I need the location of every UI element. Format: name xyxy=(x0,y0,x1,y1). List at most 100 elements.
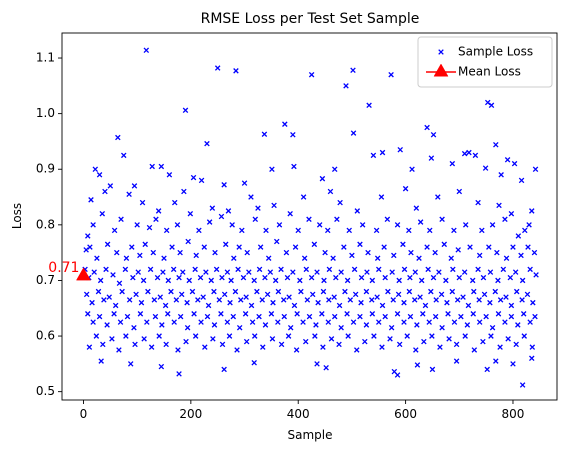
sample-loss-point xyxy=(88,197,94,203)
sample-loss-point xyxy=(117,319,124,325)
sample-loss-point xyxy=(456,188,463,195)
sample-loss-point xyxy=(396,277,402,284)
sample-loss-point xyxy=(210,336,216,342)
sample-loss-point xyxy=(481,291,488,298)
sample-loss-point xyxy=(227,299,233,306)
sample-loss-point xyxy=(192,333,199,339)
sample-loss-point xyxy=(211,288,217,295)
sample-loss-point xyxy=(414,362,421,368)
sample-loss-point xyxy=(243,294,249,300)
sample-loss-point xyxy=(471,347,478,353)
sample-loss-point xyxy=(385,288,391,295)
sample-loss-point xyxy=(397,147,403,153)
sample-loss-point xyxy=(418,277,425,284)
sample-loss-point xyxy=(281,313,288,320)
sample-loss-point xyxy=(127,361,134,367)
sample-loss-point xyxy=(242,311,249,317)
sample-loss-point xyxy=(236,324,243,331)
sample-loss-point xyxy=(358,299,364,306)
sample-loss-point xyxy=(467,244,473,250)
sample-loss-point xyxy=(186,277,192,284)
sample-loss-point xyxy=(379,302,386,309)
sample-loss-point xyxy=(269,336,276,342)
sample-loss-point xyxy=(532,313,538,320)
sample-loss-point xyxy=(425,266,431,273)
sample-loss-point xyxy=(336,341,342,348)
sample-loss-point xyxy=(465,302,472,309)
sample-loss-point xyxy=(278,266,284,273)
sample-loss-point xyxy=(493,142,499,148)
sample-loss-point xyxy=(420,311,426,317)
sample-loss-point xyxy=(483,313,489,320)
sample-loss-point xyxy=(240,274,247,281)
sample-loss-point xyxy=(304,297,311,303)
sample-loss-point xyxy=(365,249,371,256)
sample-loss-point xyxy=(489,324,496,331)
sample-loss-point xyxy=(497,344,503,350)
sample-loss-point xyxy=(441,241,448,248)
sample-loss-point xyxy=(387,336,393,342)
sample-loss-point xyxy=(427,227,433,234)
mean-loss-layer: 0.71 xyxy=(48,260,91,281)
sample-loss-point xyxy=(251,277,257,284)
sample-loss-point xyxy=(201,244,208,250)
sample-loss-point xyxy=(401,299,407,306)
sample-loss-point xyxy=(352,291,359,298)
sample-loss-point xyxy=(461,150,468,157)
sample-loss-point xyxy=(312,333,318,339)
sample-loss-point xyxy=(156,333,162,339)
sample-loss-point xyxy=(222,241,229,248)
sample-loss-point xyxy=(200,294,206,300)
sample-loss-point xyxy=(149,163,155,170)
sample-loss-point xyxy=(388,324,395,331)
sample-loss-point xyxy=(178,291,185,298)
sample-loss-point xyxy=(183,338,189,345)
mean-loss-marker xyxy=(76,267,91,281)
sample-loss-point xyxy=(254,288,260,295)
sample-loss-point xyxy=(131,324,137,331)
sample-loss-point xyxy=(357,313,363,320)
sample-loss-point xyxy=(487,299,493,306)
sample-loss-point xyxy=(527,319,533,325)
sample-loss-point xyxy=(251,333,258,339)
sample-loss-point xyxy=(437,344,443,350)
sample-loss-point xyxy=(424,124,430,131)
sample-loss-point xyxy=(336,302,343,309)
sample-loss-point xyxy=(297,277,303,284)
sample-loss-point xyxy=(208,277,215,284)
sample-loss-point xyxy=(344,277,351,284)
sample-loss-point xyxy=(291,163,297,170)
sample-loss-point xyxy=(363,288,370,295)
sample-loss-point xyxy=(218,311,224,317)
sample-loss-point xyxy=(257,244,264,250)
sample-loss-point xyxy=(328,336,335,342)
sample-loss-point xyxy=(354,208,361,214)
sample-loss-point xyxy=(165,277,172,284)
sample-loss-point xyxy=(466,149,472,156)
sample-loss-point xyxy=(226,333,233,339)
sample-loss-point xyxy=(229,222,235,228)
sample-loss-point xyxy=(166,172,173,178)
sample-loss-point xyxy=(408,249,414,256)
sample-loss-point xyxy=(351,266,358,273)
sample-loss-point xyxy=(395,291,402,298)
sample-loss-point xyxy=(91,269,97,275)
sample-loss-point xyxy=(394,222,401,228)
sample-loss-point xyxy=(510,244,516,250)
sample-loss-point xyxy=(331,294,337,300)
sample-loss-point xyxy=(363,322,370,328)
x-axis: 0 200 400 600 800 xyxy=(80,400,524,421)
sample-loss-point xyxy=(492,288,499,295)
sample-loss-point xyxy=(461,269,468,275)
sample-loss-point xyxy=(262,274,268,281)
sample-loss-point xyxy=(286,294,292,300)
sample-loss-point xyxy=(275,319,281,325)
sample-loss-point xyxy=(236,244,242,250)
sample-loss-point xyxy=(508,302,515,309)
legend: Sample Loss Mean Loss xyxy=(417,36,553,88)
sample-loss-point xyxy=(120,152,127,159)
sample-loss-point xyxy=(401,319,407,325)
sample-loss-point xyxy=(239,227,245,234)
sample-loss-point xyxy=(316,222,323,228)
sample-loss-point xyxy=(342,288,348,295)
